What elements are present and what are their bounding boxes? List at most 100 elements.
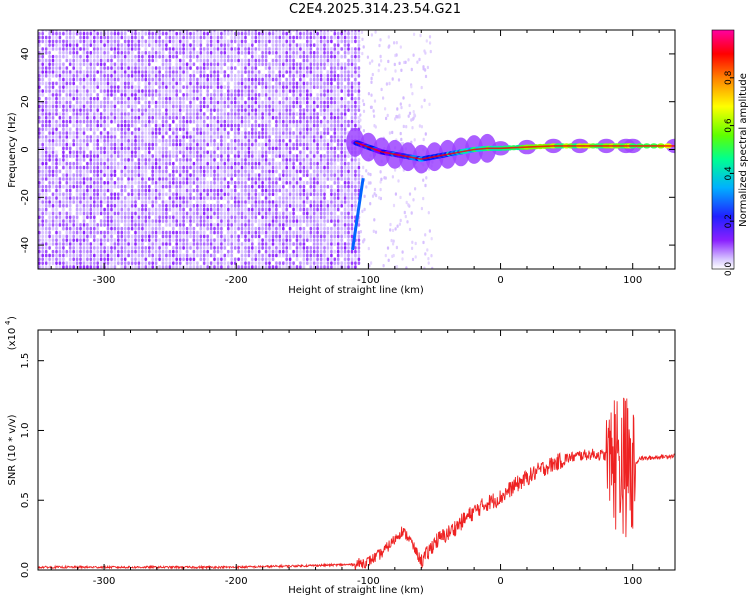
heatmap-cell [161, 62, 165, 67]
heatmap-cell [220, 158, 223, 162]
heatmap-cell [86, 123, 89, 128]
heatmap-cell [237, 100, 240, 105]
heatmap-cell [117, 100, 120, 105]
heatmap-cell [285, 173, 288, 177]
heatmap-cell [168, 249, 172, 254]
heatmap-cell [233, 104, 237, 109]
heatmap-cell [134, 234, 137, 239]
heatmap-cell [213, 246, 216, 250]
heatmap-cell [261, 253, 264, 258]
heatmap-cell [38, 265, 41, 269]
heatmap-cell [103, 230, 106, 235]
heatmap-cell [292, 116, 295, 120]
heatmap-cell [178, 74, 182, 78]
heatmap-cell [285, 131, 288, 135]
heatmap-cell [123, 196, 127, 200]
heatmap-cell [251, 165, 254, 170]
heatmap-cell [120, 184, 124, 189]
heatmap-cell [127, 142, 130, 147]
heatmap-cell [44, 39, 48, 44]
heatmap-cell [178, 219, 182, 223]
heatmap-cell [254, 100, 258, 105]
heatmap-cell [247, 74, 251, 78]
heatmap-cell [79, 242, 82, 246]
heatmap-cell [288, 150, 292, 155]
heatmap-cell [117, 223, 120, 227]
heatmap-cell [206, 265, 209, 269]
heatmap-cell [237, 161, 240, 166]
heatmap-cell [110, 257, 113, 262]
heatmap-cell [120, 246, 124, 250]
heatmap-cell [220, 146, 223, 151]
heatmap-cell [312, 58, 316, 63]
heatmap-cell [82, 150, 86, 155]
heatmap-cell [65, 51, 69, 55]
heatmap-cell [295, 215, 299, 220]
heatmap-cell [237, 169, 240, 174]
heatmap-cell [110, 165, 113, 170]
heatmap-cell [65, 200, 69, 204]
heatmap-cell [148, 223, 151, 227]
heatmap-cell [82, 238, 86, 242]
heatmap-cell [99, 234, 103, 239]
heatmap-cell [93, 39, 96, 44]
heatmap-cell [326, 47, 330, 51]
heatmap-cell [172, 96, 175, 101]
heatmap-cell [51, 74, 55, 78]
heatmap-cell [168, 215, 172, 220]
heatmap-cell [271, 85, 275, 89]
heatmap-cell [103, 154, 106, 158]
heatmap-cell [51, 47, 55, 51]
heatmap-cell [220, 211, 223, 216]
heatmap-cell [192, 127, 196, 132]
heatmap-cell [82, 234, 86, 239]
heatmap-cell [216, 169, 220, 174]
heatmap-cell [148, 135, 151, 139]
heatmap-cell [86, 70, 89, 74]
heatmap-cell [223, 215, 227, 220]
heatmap-cell [68, 161, 72, 166]
heatmap-cell [216, 131, 220, 135]
heatmap-cell [330, 35, 333, 40]
heatmap-cell [247, 123, 251, 128]
heatmap-cell [319, 196, 323, 200]
heatmap-cell [292, 207, 295, 212]
heatmap-cell [68, 93, 72, 97]
heatmap-cell [268, 204, 271, 208]
heatmap-cell [151, 249, 154, 254]
heatmap-cell [130, 146, 134, 151]
heatmap-cell [227, 43, 230, 47]
heatmap-cell [137, 119, 141, 124]
heatmap-cell [134, 112, 137, 116]
heatmap-cell [216, 39, 220, 44]
heatmap-cell [178, 62, 182, 67]
heatmap-cell [278, 35, 282, 40]
heatmap-cell [230, 123, 233, 128]
heatmap-cell [285, 161, 288, 166]
heatmap-cell [154, 123, 158, 128]
heatmap-cell [154, 58, 158, 63]
heatmap-cell [230, 253, 233, 258]
heatmap-cell [168, 173, 172, 177]
heatmap-cell [185, 173, 189, 177]
heatmap-cell [268, 93, 271, 97]
heatmap-cell [326, 169, 330, 174]
heatmap-cell [165, 169, 168, 174]
heatmap-cell [168, 66, 172, 70]
heatmap-cell [110, 119, 113, 124]
heatmap-cell [230, 169, 233, 174]
heatmap-cell [192, 119, 196, 124]
heatmap-cell [96, 265, 99, 269]
heatmap-cell [192, 131, 196, 135]
heatmap-cell [251, 96, 254, 101]
heatmap-cell [299, 70, 302, 74]
heatmap-cell [137, 169, 141, 174]
heatmap-cell [127, 177, 130, 181]
heatmap-cell [51, 154, 55, 158]
heatmap-cell [309, 165, 313, 170]
heatmap-cell [62, 173, 65, 177]
heatmap-cell [89, 165, 93, 170]
heatmap-cell [58, 77, 62, 82]
heatmap-cell [168, 123, 172, 128]
heatmap-cell [309, 127, 313, 132]
